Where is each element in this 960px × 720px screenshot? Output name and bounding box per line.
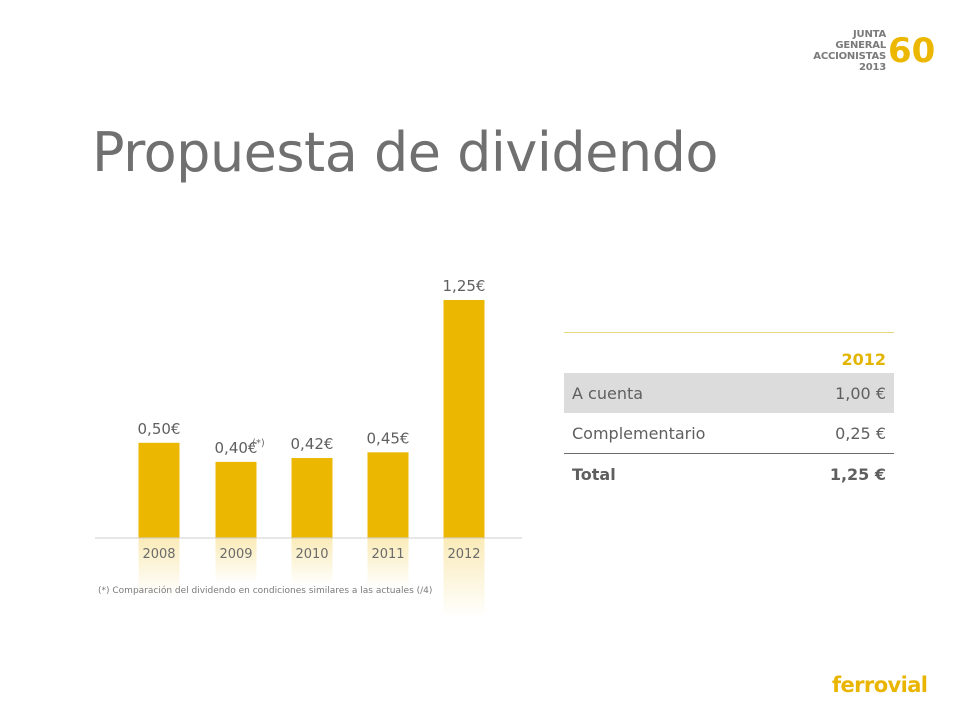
bar-2010 [291,458,333,538]
value-label-2010: 0,42€ [291,435,334,453]
table-header-row: 2012 [564,332,894,373]
table-year-header: 2012 [786,332,894,373]
bar-reflection-2012 [443,538,485,618]
tick-label-2008: 2008 [142,547,175,562]
total-label: Total [572,464,616,484]
tick-label-2010: 2010 [295,547,328,562]
logo-line-1: JUNTA GENERAL [835,29,886,51]
table-total-row: Total 1,25 € [564,454,894,495]
logo-line-3: 2013 [858,62,886,73]
annotation-mark-2009: (*) [252,438,265,449]
bar-reflection-2010 [291,538,333,586]
row-value-complementario: 0,25 € [786,413,894,454]
bar-reflection-2011 [367,538,409,590]
page-title: Propuesta de dividendo [92,121,718,184]
bar-2009 [215,461,257,538]
chart-footnote: (*) Comparación del dividendo en condici… [98,586,433,596]
bar-reflection-2009 [215,538,257,584]
value-label-2011: 0,45€ [367,429,410,447]
dividend-breakdown-table: 2012 A cuenta 1,00 € Complementario 0,25… [564,332,894,494]
tick-label-2011: 2011 [371,547,404,562]
bar-reflection-2008 [138,538,180,596]
junta-general-logo: JUNTA GENERAL ACCIONISTAS 2013 60f [808,24,934,73]
row-label-complementario: Complementario [564,413,787,454]
logo-text: JUNTA GENERAL ACCIONISTAS 2013 [808,29,886,73]
row-label-a-cuenta: A cuenta [564,373,787,413]
anniversary-60f-icon: 60f [888,31,934,70]
bar-2011 [367,452,409,538]
total-value: 1,25 € [829,464,886,484]
tick-label-2012: 2012 [447,547,480,562]
value-label-2009: 0,40€ [215,439,258,457]
tick-label-2009: 2009 [219,547,252,562]
ferrovial-logo: ferrovial [832,673,928,697]
table-row: A cuenta 1,00 € [564,373,894,413]
table-row: Complementario 0,25 € [564,413,894,454]
value-label-2008: 0,50€ [138,420,181,438]
bar-2012 [443,300,485,538]
bar-2008 [138,442,180,538]
value-label-2012: 1,25€ [443,277,486,295]
row-value-a-cuenta: 1,00 € [786,373,894,413]
logo-line-2: ACCIONISTAS [813,51,886,62]
logo-mark-text: 60f [888,31,934,70]
